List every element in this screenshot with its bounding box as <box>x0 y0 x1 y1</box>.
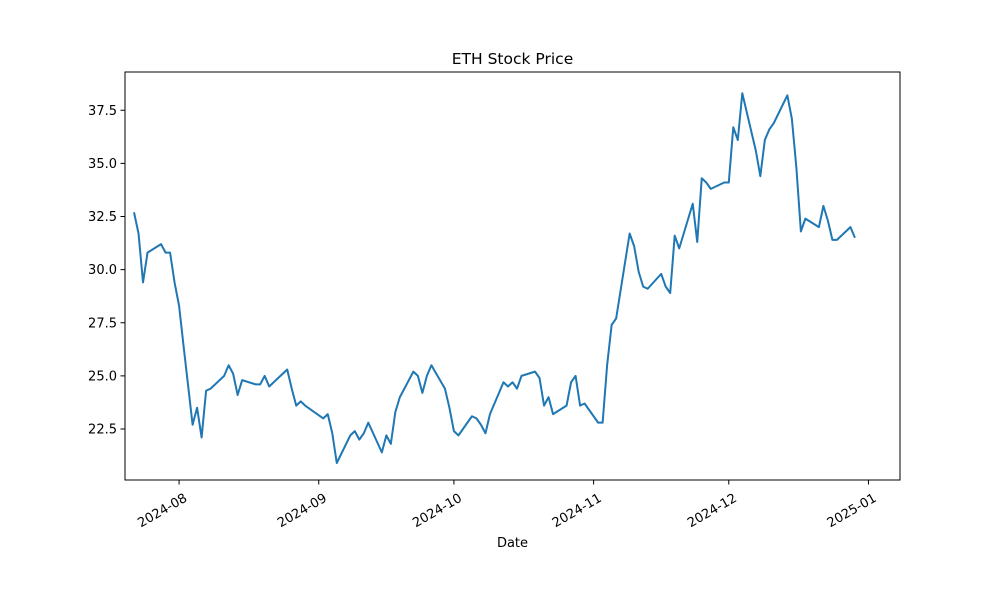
x-axis-title: Date <box>497 536 528 551</box>
y-tick-label: 35.0 <box>88 157 117 172</box>
y-axis: 22.5 25.0 27.5 30.0 32.5 35.0 37.5 <box>88 104 125 438</box>
chart-title: ETH Stock Price <box>452 50 573 68</box>
plot-area <box>124 71 901 481</box>
series-line <box>133 92 856 464</box>
plot-frame <box>124 71 901 481</box>
y-tick-label: 32.5 <box>88 210 117 225</box>
y-tick-label: 37.5 <box>88 104 117 119</box>
y-tick-label: 30.0 <box>88 263 117 278</box>
y-tick-label: 27.5 <box>88 316 117 331</box>
y-tick-label: 22.5 <box>88 423 117 438</box>
y-tick-label: 25.0 <box>88 369 117 384</box>
